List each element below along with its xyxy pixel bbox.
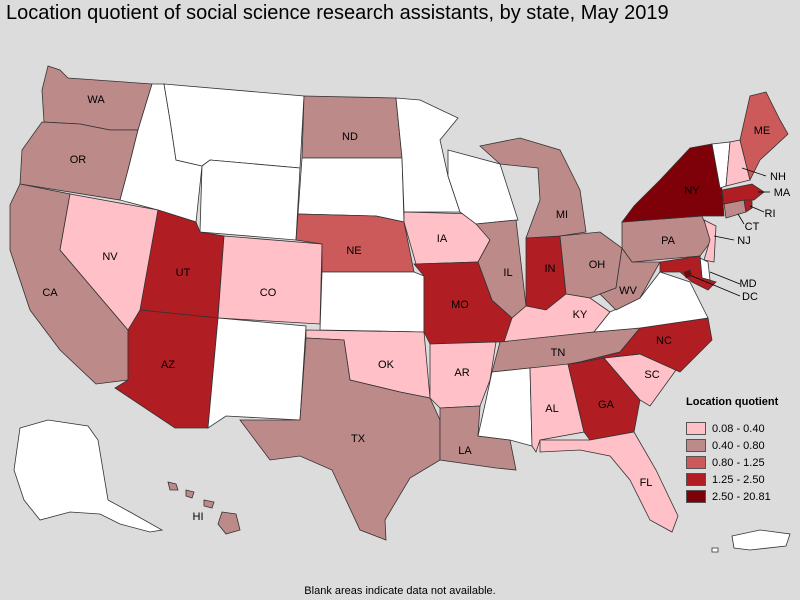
state-KS[interactable] xyxy=(319,271,425,333)
label-MD: MD xyxy=(739,278,756,290)
label-AZ: AZ xyxy=(161,359,175,371)
label-MA: MA xyxy=(774,187,791,199)
label-GA: GA xyxy=(598,399,615,411)
state-TX[interactable] xyxy=(239,337,441,541)
label-UT: UT xyxy=(176,267,191,279)
state-HI[interactable] xyxy=(167,481,241,535)
state-ME[interactable] xyxy=(739,91,789,182)
legend-swatch xyxy=(686,422,706,435)
label-IA: IA xyxy=(437,233,448,245)
label-NV: NV xyxy=(102,251,118,263)
label-NH: NH xyxy=(770,171,786,183)
legend-item: 0.08 - 0.40 xyxy=(686,420,798,437)
island-fragment-pr xyxy=(731,529,791,551)
legend-label: 0.80 - 1.25 xyxy=(712,456,765,469)
label-LA: LA xyxy=(458,445,472,457)
label-NJ: NJ xyxy=(737,235,750,247)
label-HI: HI xyxy=(193,511,204,523)
state-WY[interactable] xyxy=(199,159,301,241)
label-WV: WV xyxy=(619,285,637,297)
island-fragment-vi xyxy=(711,547,719,553)
label-WA: WA xyxy=(87,94,105,106)
legend-label: 1.25 - 2.50 xyxy=(712,473,765,486)
label-SC: SC xyxy=(644,369,659,381)
legend-label: 0.08 - 0.40 xyxy=(712,422,765,435)
label-IL: IL xyxy=(503,267,512,279)
label-AR: AR xyxy=(454,367,469,379)
label-IN: IN xyxy=(545,263,556,275)
label-AL: AL xyxy=(545,403,558,415)
label-NC: NC xyxy=(656,335,672,347)
legend: Location quotient 0.08 - 0.40 0.40 - 0.8… xyxy=(686,396,798,505)
label-NY: NY xyxy=(684,185,700,197)
state-VA[interactable] xyxy=(593,271,709,333)
label-TN: TN xyxy=(551,347,566,359)
leader-CT xyxy=(737,213,745,225)
legend-label: 0.40 - 0.80 xyxy=(712,439,765,452)
legend-swatch xyxy=(686,473,706,486)
label-DC: DC xyxy=(742,291,758,303)
state-AK[interactable] xyxy=(13,419,164,533)
leader-NJ xyxy=(713,235,735,241)
legend-item: 0.80 - 1.25 xyxy=(686,454,798,471)
leader-NH xyxy=(741,167,767,177)
leader-DC xyxy=(691,275,741,297)
legend-title: Location quotient xyxy=(686,396,779,408)
state-NJ[interactable] xyxy=(703,219,717,263)
leader-MD xyxy=(709,271,741,285)
state-MT[interactable] xyxy=(163,83,305,169)
label-TX: TX xyxy=(351,433,366,445)
label-ME: ME xyxy=(754,125,771,137)
label-RI: RI xyxy=(765,208,776,220)
label-CT: CT xyxy=(745,221,760,233)
legend-swatch xyxy=(686,439,706,452)
label-OK: OK xyxy=(378,359,395,371)
map-title: Location quotient of social science rese… xyxy=(6,2,669,24)
legend-item: 1.25 - 2.50 xyxy=(686,471,798,488)
legend-label: 2.50 - 20.81 xyxy=(712,490,771,503)
label-OR: OR xyxy=(70,154,87,166)
label-ND: ND xyxy=(342,131,358,143)
footnote: Blank areas indicate data not available. xyxy=(304,585,496,597)
state-ND[interactable] xyxy=(301,95,403,159)
label-MI: MI xyxy=(556,209,568,221)
state-IL[interactable] xyxy=(475,219,527,319)
label-OH: OH xyxy=(589,259,606,271)
state-NY[interactable] xyxy=(621,143,725,223)
label-PA: PA xyxy=(661,235,676,247)
state-SD[interactable] xyxy=(297,157,405,223)
state-LA[interactable] xyxy=(439,405,517,471)
legend-swatch xyxy=(686,490,706,503)
label-CO: CO xyxy=(260,287,277,299)
state-FL[interactable] xyxy=(539,431,679,533)
label-NE: NE xyxy=(346,245,361,257)
legend-item: 2.50 - 20.81 xyxy=(686,488,798,505)
state-MA[interactable] xyxy=(721,183,765,205)
label-MO: MO xyxy=(451,299,469,311)
state-CO[interactable] xyxy=(217,235,323,325)
state-WV[interactable] xyxy=(599,246,661,311)
state-DC[interactable] xyxy=(683,269,693,279)
leader-RI xyxy=(749,205,765,213)
legend-item: 0.40 - 0.80 xyxy=(686,437,798,454)
label-FL: FL xyxy=(640,477,653,489)
legend-swatch xyxy=(686,456,706,469)
state-NM[interactable] xyxy=(207,317,307,429)
label-CA: CA xyxy=(42,287,58,299)
label-KY: KY xyxy=(573,309,588,321)
